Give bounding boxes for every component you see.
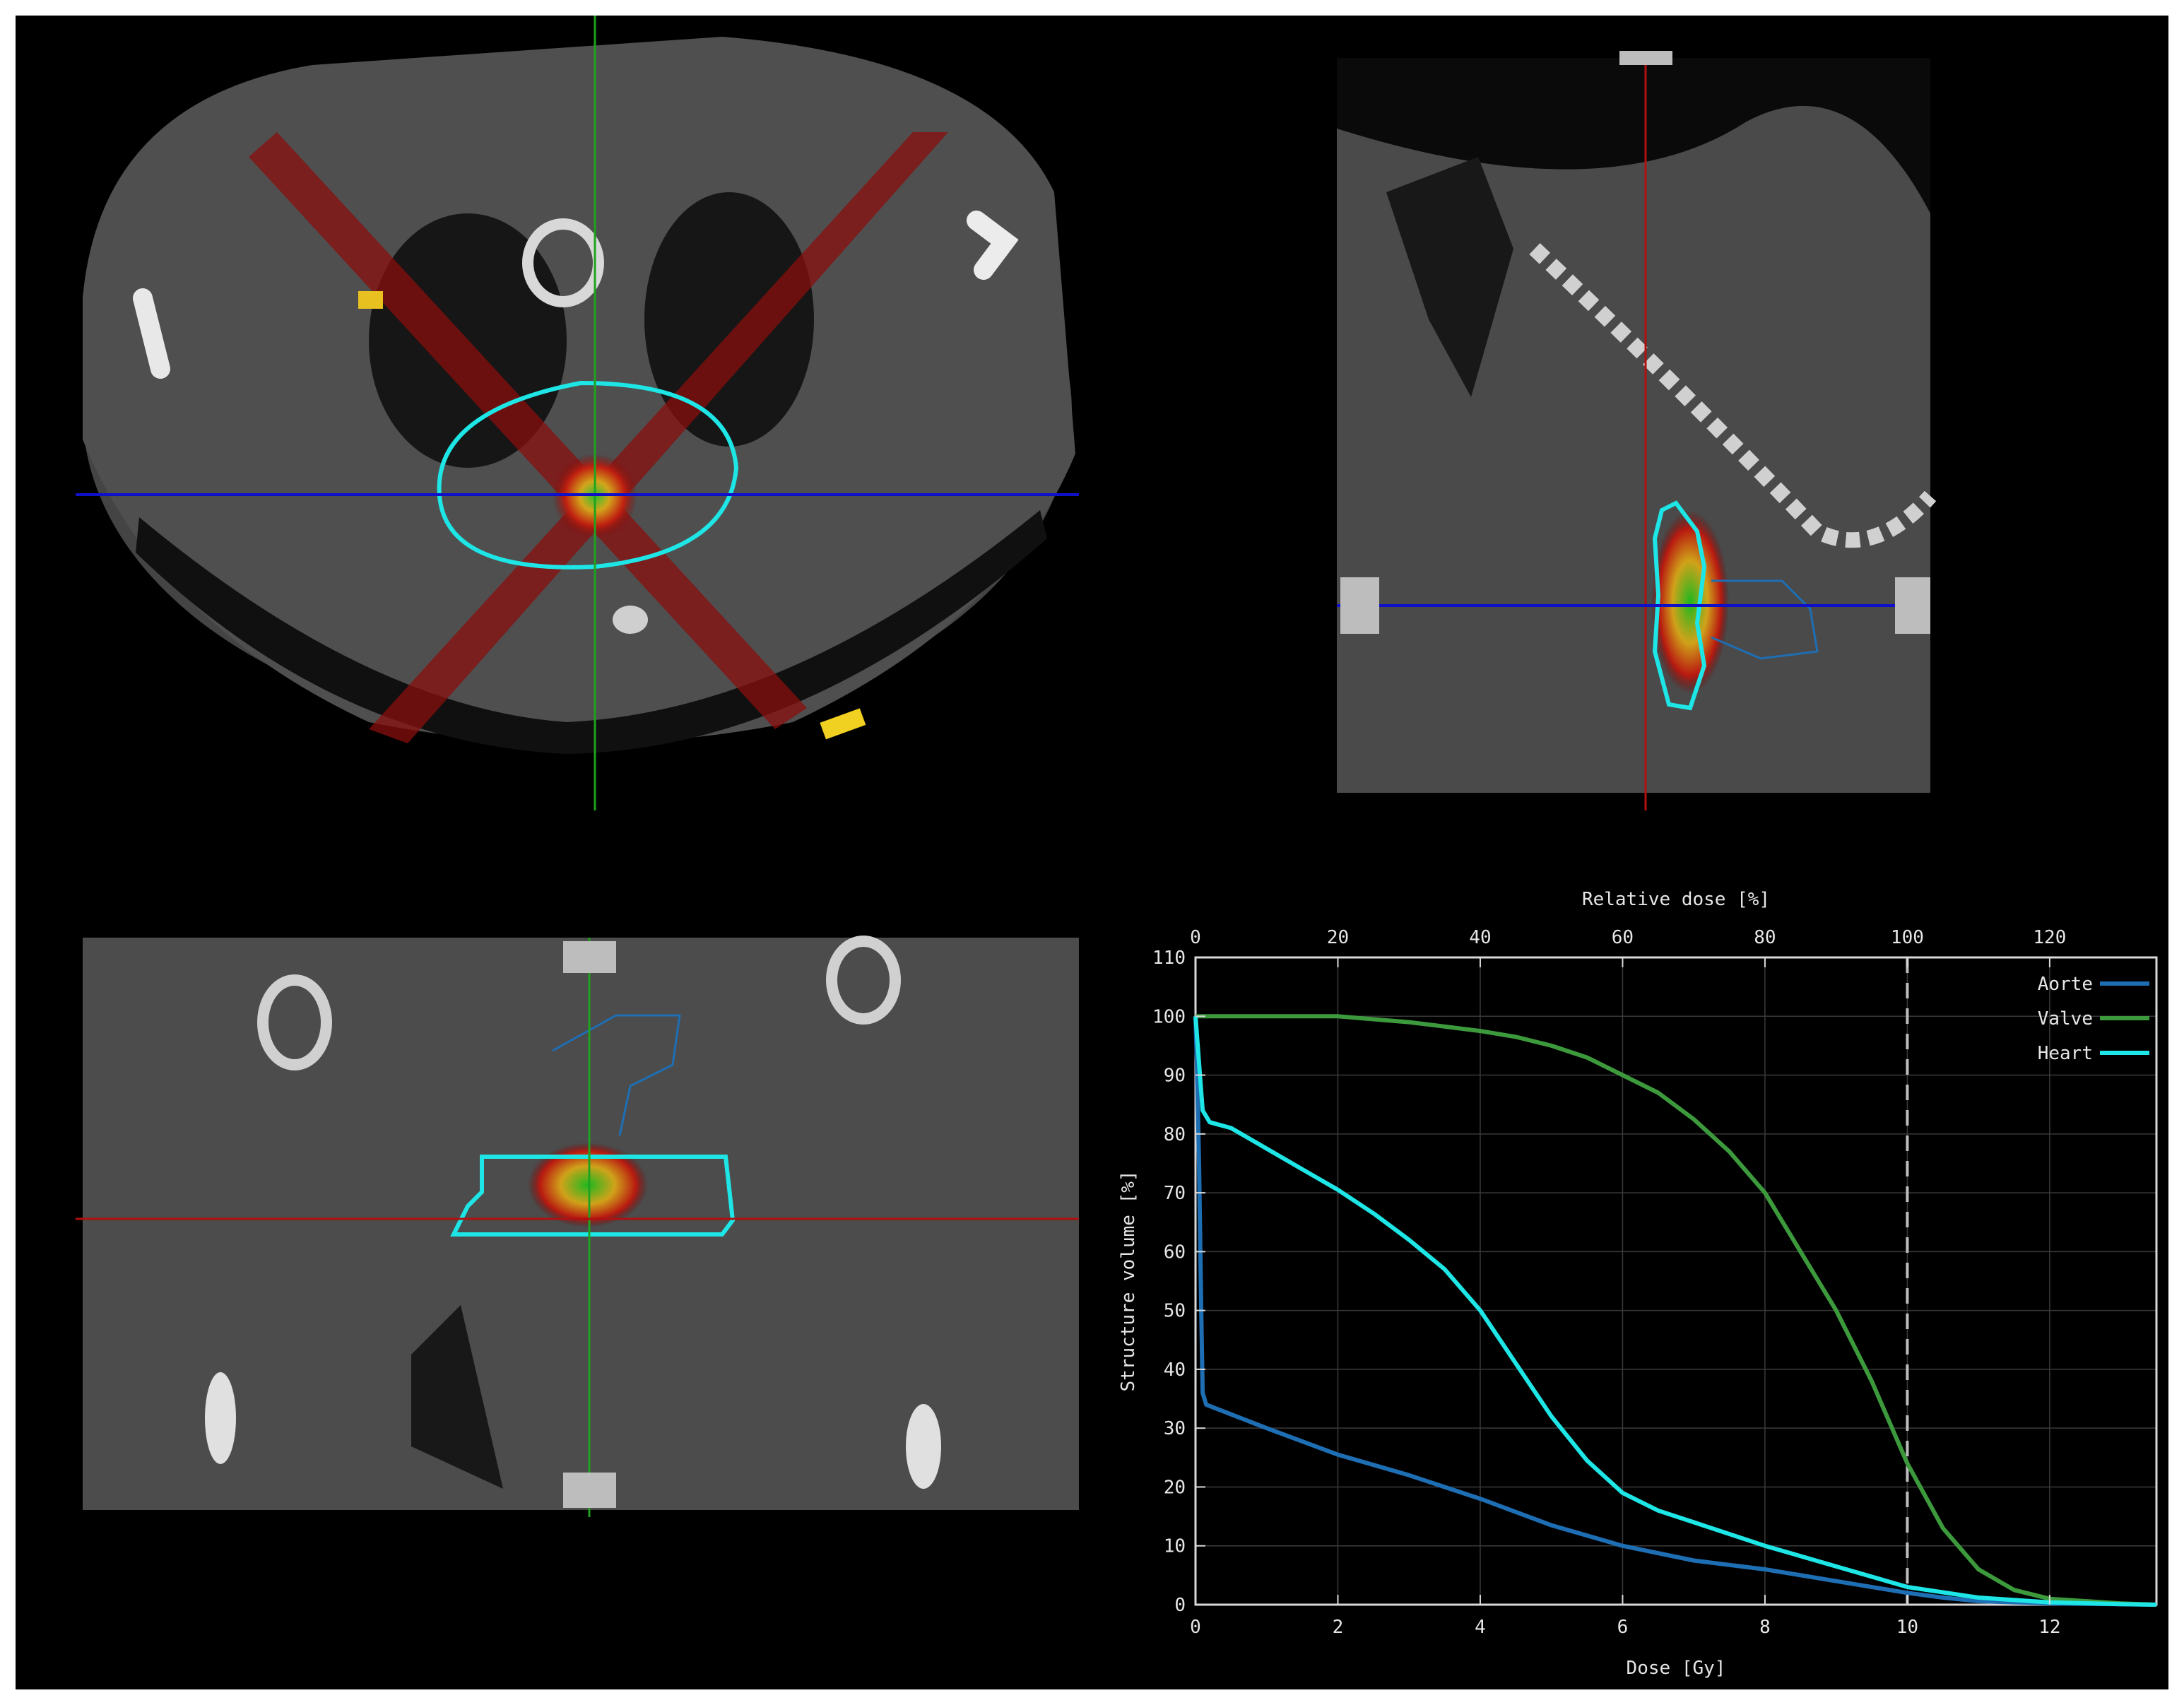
series-line-valve: [1196, 1014, 2157, 1607]
table-gap: [136, 510, 1047, 754]
y-tick-label: 80: [1164, 1124, 1186, 1145]
sternum-bone: [613, 606, 648, 634]
dvh-chart-panel: 0 10 20 30 40 50 60 70 80 90 100 110 0 2 4 6 8 10 12 0 20 40 6…: [1111, 810, 2168, 1689]
x-axis-label: Dose [Gy]: [1627, 1658, 1726, 1679]
x-tick-label: 0: [1190, 1617, 1201, 1638]
hotspot-1: [358, 291, 383, 309]
chart-series: [1193, 957, 2157, 1607]
coronal-heart-contour: [450, 1155, 736, 1237]
legend-label-valve: Valve: [2038, 1008, 2093, 1030]
coronal-bone-4: [906, 1404, 941, 1489]
beam-2: [369, 132, 948, 743]
right-scapula-bone: [967, 211, 1019, 280]
series-line-heart: [1193, 1016, 2157, 1607]
x-tick-label: 12: [2038, 1617, 2060, 1638]
ct-sagittal-image: [1337, 51, 1937, 810]
top-x-axis-label: Relative dose [%]: [1582, 889, 1770, 910]
sagittal-tissue: [1337, 58, 1930, 793]
coronal-marker-top: [563, 941, 616, 973]
slice-marker-left: [1340, 577, 1379, 634]
legend-label-heart: Heart: [2038, 1043, 2093, 1064]
x-tick-label: 4: [1475, 1617, 1486, 1638]
y-axis-label: Structure volume [%]: [1118, 1170, 1139, 1391]
coronal-aorta-contour: [552, 1014, 681, 1136]
ct-axial-image: [76, 16, 1079, 810]
slice-marker-top: [1619, 51, 1672, 65]
y-tick-label: 90: [1164, 1066, 1186, 1087]
sagittal-dose: [1651, 510, 1729, 694]
y-tick-label: 70: [1164, 1183, 1186, 1204]
y-tick-label: 50: [1164, 1301, 1186, 1322]
coronal-dose: [528, 1143, 648, 1227]
ct-axial-view: [16, 16, 1111, 810]
series-line-aorte: [1193, 1016, 2157, 1607]
ct-coronal-image: [76, 936, 1079, 1517]
ct-sagittal-view: [1111, 16, 2168, 810]
y-tick-label: 110: [1152, 948, 1186, 969]
y-tick-label: 40: [1164, 1359, 1186, 1381]
x2-tick-label: 80: [1754, 927, 1776, 948]
coronal-bone-3: [205, 1372, 236, 1464]
y-tick-label: 30: [1164, 1418, 1186, 1439]
coronal-bone-1: [257, 974, 332, 1070]
x-tick-label: 2: [1333, 1617, 1344, 1638]
x2-tick-label: 100: [1891, 927, 1924, 948]
y-tick-label: 10: [1164, 1536, 1186, 1557]
x2-tick-label: 60: [1612, 927, 1634, 948]
x-tick-label: 6: [1617, 1617, 1629, 1638]
sagittal-lung: [1386, 157, 1513, 397]
coronal-bone-2: [826, 936, 901, 1025]
chart-grid: [1195, 957, 2156, 1605]
x2-tick-label: 40: [1469, 927, 1491, 948]
x-tick-label: 8: [1759, 1617, 1771, 1638]
sagittal-heart-contour: [1652, 500, 1707, 711]
y-tick-label: 100: [1152, 1006, 1186, 1027]
y-tick-label: 0: [1174, 1595, 1186, 1616]
chart-legend: Aorte Valve Heart: [2038, 974, 2149, 1064]
sagittal-air-top: [1337, 58, 1930, 213]
coronal-lung: [411, 1305, 503, 1489]
sagittal-aorta-contour: [1711, 579, 1819, 660]
slice-marker-right: [1895, 577, 1930, 634]
x2-tick-label: 120: [2033, 927, 2066, 948]
x2-tick-label: 0: [1190, 927, 1201, 948]
left-rib-bone: [133, 288, 170, 379]
y-tick-label: 60: [1164, 1241, 1186, 1263]
sagittal-spine: [1529, 243, 1937, 548]
plot-area-border: [1194, 956, 2158, 1606]
spine-bone: [522, 218, 604, 307]
beam-1: [249, 132, 807, 729]
hotspot-2: [820, 708, 866, 740]
ct-coronal-view: [16, 810, 1111, 1689]
x2-tick-label: 20: [1327, 927, 1349, 948]
heart-contour: [437, 380, 739, 570]
y-tick-label: 20: [1164, 1477, 1186, 1498]
coronal-marker-bottom: [563, 1473, 616, 1508]
legend-label-aorte: Aorte: [2038, 974, 2093, 995]
x-tick-label: 10: [1896, 1617, 1918, 1638]
